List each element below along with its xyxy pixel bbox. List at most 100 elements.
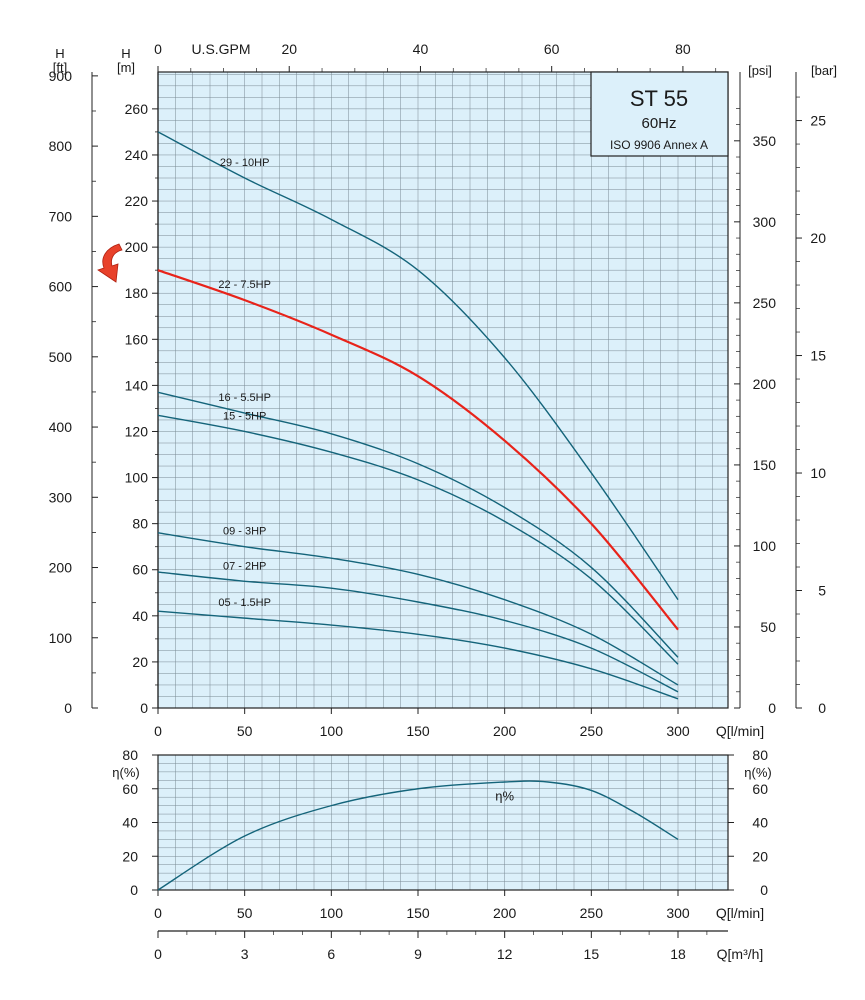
m3h-tick-label: 18: [670, 946, 686, 962]
head-curve-1: [157, 269, 679, 631]
psi-tick-label: 0: [768, 700, 776, 716]
gpm-tick-label: 20: [281, 41, 297, 57]
m-tick-label: 260: [125, 101, 149, 117]
ft-tick-label: 300: [49, 489, 73, 505]
m-tick-label: 160: [125, 331, 149, 347]
head-m-label-unit: [m]: [117, 60, 135, 75]
infobox-frequency: 60Hz: [641, 115, 676, 132]
q-tick-label: 300: [666, 905, 690, 921]
m-tick-label: 60: [132, 562, 148, 578]
infobox-frame: [590, 71, 729, 157]
bar-tick-labels: 0 5 10 15 20 25: [796, 96, 826, 716]
m-tick-label: 0: [140, 700, 148, 716]
head-curve-5: [157, 571, 679, 693]
head-curve-label: 07 - 2HP: [223, 560, 266, 572]
gpm-tick-label: 0: [154, 41, 162, 57]
head-curve-3: [157, 414, 679, 665]
efficiency-ytick-label: 80: [752, 747, 768, 763]
m3h-tick-label: 12: [497, 946, 513, 962]
q-tick-label: 200: [493, 905, 517, 921]
q-tick-label: 100: [320, 905, 344, 921]
bar-tick-label: 10: [810, 465, 826, 481]
head-m-label-h: H: [121, 46, 130, 61]
m3h-tick-label: 3: [241, 946, 249, 962]
efficiency-ylabel-right: η(%): [744, 765, 771, 780]
bar-tick-label: 0: [818, 700, 826, 716]
psi-tick-label: 150: [753, 457, 777, 473]
efficiency-plot: 0 20 40 60 80 0 20 40 60 80 η(%) η(%) 0 50 100 150 2…: [112, 747, 771, 921]
m-tick-label: 40: [132, 608, 148, 624]
psi-axis: 0 50 100 150 200 250 300 350 [psi]: [734, 63, 776, 716]
head-axis-m: 0 20 40 60 80 100 120 140 160 180 200 220 240 260 H […: [117, 46, 159, 716]
m3h-tick-label: 15: [584, 946, 600, 962]
psi-tick-label: 100: [753, 538, 777, 554]
ft-tick-label: 700: [49, 208, 73, 224]
efficiency-ytick-label: 0: [130, 882, 138, 898]
ft-tick-label: 500: [49, 349, 73, 365]
head-curve-2: [157, 391, 679, 658]
q-tick-label: 300: [666, 723, 690, 739]
head-curve-label: 16 - 5.5HP: [218, 392, 271, 404]
ft-tick-label: 900: [49, 68, 73, 84]
m3h-tick-label: 0: [154, 946, 162, 962]
q-tick-label: 0: [154, 723, 162, 739]
head-ft-label-h: H: [55, 46, 64, 61]
head-curve-0: [157, 131, 679, 601]
efficiency-ytick-label: 40: [122, 815, 138, 831]
m3h-tick-labels: 0 3 6 9 12 15 18: [154, 931, 708, 962]
m-tick-label: 240: [125, 147, 149, 163]
head-axis-ft: 0 100 200 300 400 500 600 700 800 900 H [ft]: [49, 46, 98, 716]
head-curve-6: [157, 610, 679, 700]
gpm-axis-label: U.S.GPM: [191, 41, 250, 57]
infobox: ST 55 60Hz ISO 9906 Annex A: [590, 71, 729, 157]
head-curve-label: 05 - 1.5HP: [218, 597, 271, 609]
ft-tick-label: 100: [49, 630, 73, 646]
q-tick-label: 50: [237, 723, 253, 739]
efficiency-curve-line: [157, 780, 679, 891]
m3h-axis-label: Q[m³/h]: [717, 946, 764, 962]
psi-tick-labels: 0 50 100 150 200 250 300 350: [734, 108, 776, 716]
m-tick-label: 80: [132, 516, 148, 532]
efficiency-ylabel-left: η(%): [112, 765, 139, 780]
q-tick-label: 0: [154, 905, 162, 921]
efficiency-ytick-labels-left: 0 20 40 60 80: [122, 747, 158, 898]
efficiency-ytick-label: 0: [760, 882, 768, 898]
psi-tick-label: 50: [760, 619, 776, 635]
gpm-tick-label: 80: [675, 41, 691, 57]
psi-axis-label: [psi]: [748, 63, 772, 78]
ft-tick-label: 600: [49, 279, 73, 295]
m-tick-labels: 0 20 40 60 80 100 120 140 160 180 200 220 240 260: [125, 101, 158, 716]
psi-tick-label: 250: [753, 295, 777, 311]
m3h-tick-label: 6: [327, 946, 335, 962]
efficiency-ytick-label: 80: [122, 747, 138, 763]
m-tick-label: 140: [125, 377, 149, 393]
m-tick-label: 220: [125, 193, 149, 209]
q-tick-label: 50: [237, 905, 253, 921]
head-q-axis-label: Q[l/min]: [716, 723, 764, 739]
efficiency-ytick-label: 20: [122, 848, 138, 864]
bar-tick-label: 20: [810, 230, 826, 246]
psi-tick-label: 200: [753, 376, 777, 392]
head-grid: [157, 72, 728, 709]
q-tick-label: 100: [320, 723, 344, 739]
ft-tick-label: 800: [49, 138, 73, 154]
infobox-standard: ISO 9906 Annex A: [610, 138, 708, 152]
highlight-arrow-icon: [97, 243, 123, 283]
bar-tick-label: 5: [818, 583, 826, 599]
psi-tick-label: 350: [753, 133, 777, 149]
ft-tick-label: 400: [49, 419, 73, 435]
head-ft-label-unit: [ft]: [53, 60, 67, 75]
efficiency-ytick-label: 60: [122, 781, 138, 797]
efficiency-ytick-label: 40: [752, 815, 768, 831]
q-tick-label: 150: [406, 723, 430, 739]
m-tick-label: 20: [132, 654, 148, 670]
bar-axis: 0 5 10 15 20 25 [bar]: [795, 63, 837, 716]
head-curves: [157, 131, 679, 700]
q-tick-label: 200: [493, 723, 517, 739]
infobox-title: ST 55: [630, 86, 688, 111]
efficiency-curve: η%: [157, 780, 679, 891]
m-tick-label: 200: [125, 239, 149, 255]
efficiency-q-tick-labels: 0 50 100 150 200 250 300: [154, 890, 690, 921]
gpm-tick-label: 60: [544, 41, 560, 57]
